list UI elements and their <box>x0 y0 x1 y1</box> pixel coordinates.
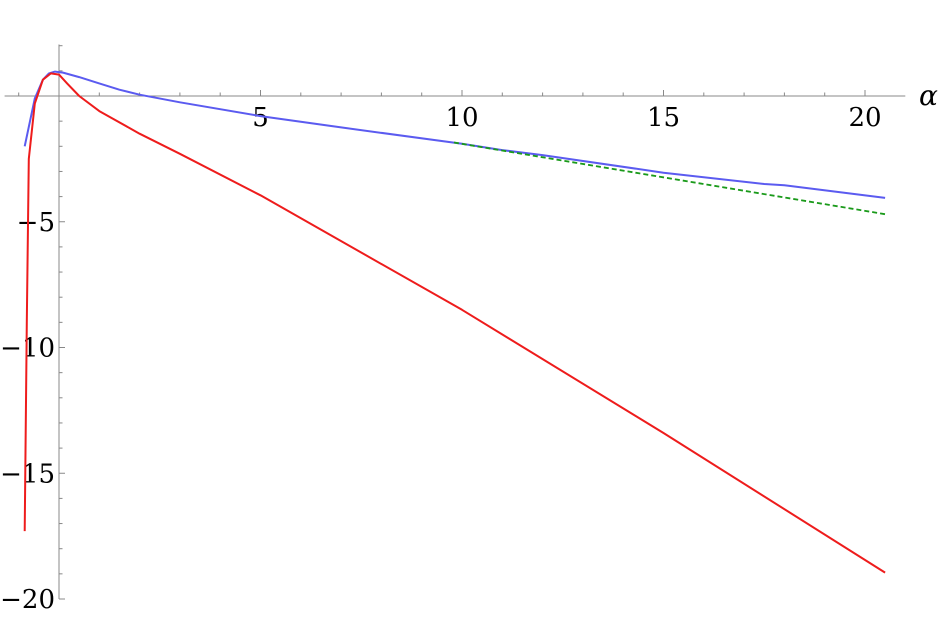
x-axis-label: α <box>919 79 938 112</box>
y-tick-label: −15 <box>0 459 55 489</box>
x-tick-label: 15 <box>647 103 680 133</box>
series-line-blue <box>23 70 886 199</box>
y-tick-label: −5 <box>17 208 55 238</box>
x-tick-label: 10 <box>445 103 478 133</box>
series-layer <box>23 70 886 574</box>
axes: 5 10 15 20 −5−10−15−20 <box>0 44 906 615</box>
series-line-red <box>23 72 886 574</box>
x-tick-label: 20 <box>848 103 881 133</box>
series-line-green-dashed <box>453 141 886 216</box>
x-ticks: 5 10 15 20 <box>252 103 881 133</box>
x-tick-label: 5 <box>252 103 269 133</box>
y-tick-label: −20 <box>0 585 55 615</box>
minor-ticks <box>18 45 866 600</box>
